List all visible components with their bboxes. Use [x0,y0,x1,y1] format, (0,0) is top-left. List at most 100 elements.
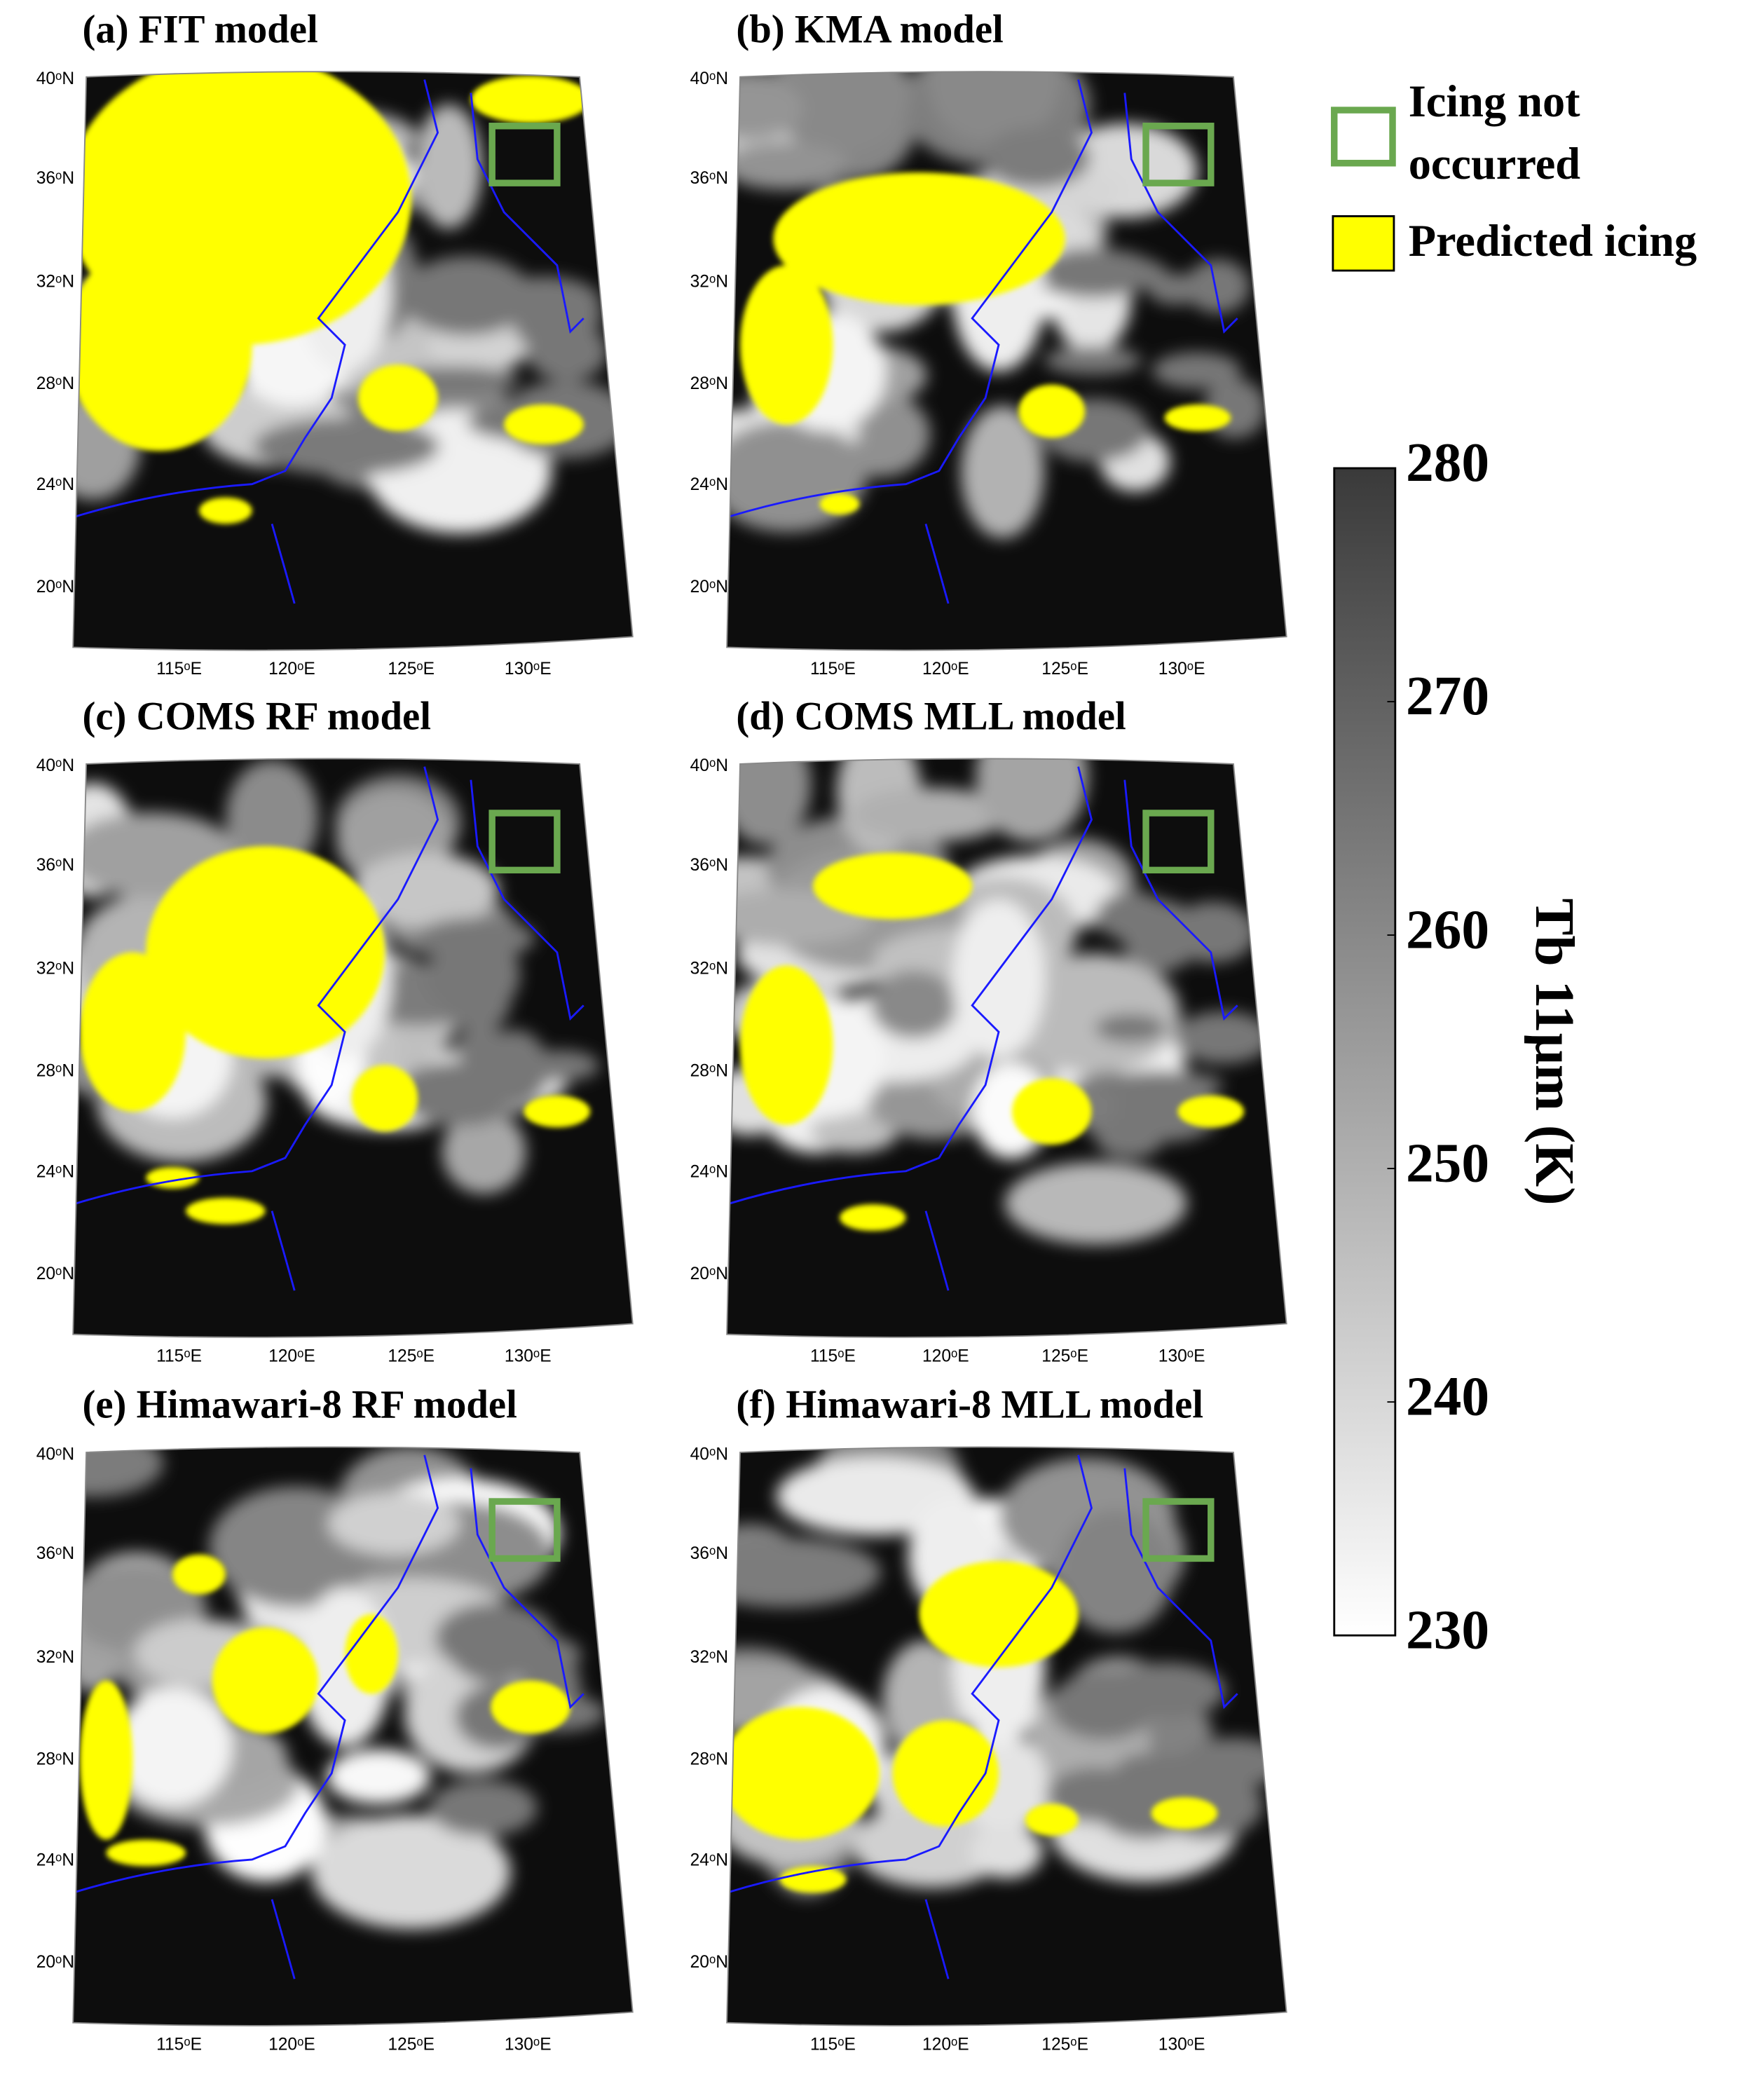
lat-label: 32ᵒN [36,960,74,979]
coastline [1123,93,1238,334]
cloud-layer [73,1447,606,1930]
lon-label: 120ᵒE [922,2035,969,2054]
cloud [415,104,482,229]
cloud [961,405,1044,538]
cloud [970,1825,1043,1879]
coastline [73,766,439,1206]
lat-label: 28ᵒN [690,374,728,393]
legend-swatch-box [1331,107,1396,167]
cloud [1152,352,1241,389]
predicted-icing [504,404,584,444]
cloud [852,1801,1011,1888]
icing-not-occurred-box [1142,1498,1215,1562]
icing-layer [727,1561,1218,1893]
predicted-icing [212,1627,319,1734]
map-frame [726,758,1287,1338]
lat-label: 20ᵒN [36,578,74,596]
cloud [1099,1070,1224,1099]
lat-label: 20ᵒN [690,1264,728,1283]
colorbar-tick-label: 240 [1406,1365,1489,1427]
lat-label: 24ᵒN [690,1850,728,1869]
lon-label: 130ᵒE [505,660,552,679]
cloud [1147,273,1205,305]
cloud [1180,1738,1287,1788]
lon-label: 115ᵒE [156,1347,202,1365]
cloud [850,787,1009,842]
coastline [73,1454,439,1894]
legend-label: Icing not [1409,76,1580,126]
predicted-icing [345,1614,398,1694]
coastline [924,1899,950,1979]
predicted-icing [79,952,186,1112]
map-content [73,71,633,604]
predicted-icing [727,1707,880,1840]
predicted-icing [172,1554,226,1595]
lon-label: 130ᵒE [1158,660,1205,679]
predicted-icing [819,493,860,515]
lat-label: 24ᵒN [690,475,728,494]
cloud [1081,257,1168,291]
predicted-icing [1151,1797,1218,1829]
map-frame [726,71,1287,651]
predicted-icing [358,364,438,431]
lat-label: 28ᵒN [36,374,74,393]
panel-title: (a) FIT model [82,7,317,51]
predicted-icing [813,852,973,920]
predicted-icing [491,1680,570,1734]
predicted-icing [1018,384,1086,438]
map-frame [72,758,634,1338]
colorbar-tick-label: 230 [1406,1599,1489,1661]
predicted-icing [524,1096,591,1128]
coastline [1123,1468,1238,1710]
colorbar: Tb 11μm (K) 230 240 250 260 270 280 [1333,432,1585,1661]
lat-label: 40ᵒN [36,756,74,775]
cloud [1107,1662,1226,1719]
coastline [271,1211,296,1291]
legend-label: occurred [1409,139,1581,189]
cloud [1006,953,1180,1074]
lat-label: 32ᵒN [690,273,728,292]
lat-label: 40ᵒN [690,69,728,88]
lat-label: 24ᵒN [690,1162,728,1181]
predicted-icing [1025,1804,1079,1836]
map-content [73,1447,606,1979]
lon-label: 115ᵒE [156,2035,202,2054]
cloud [112,1686,233,1807]
panel-title: (b) KMA model [736,7,1003,51]
predicted-icing [839,1204,906,1232]
lat-label: 32ᵒN [36,273,74,292]
icing-layer [73,71,591,524]
legend: Icing not occurred Predicted icing [1331,76,1697,272]
panel-title: (f) Himawari-8 MLL model [736,1383,1203,1427]
lon-label: 125ᵒE [1041,2035,1088,2054]
lat-label: 36ᵒN [690,856,728,875]
lon-label: 120ᵒE [922,1347,969,1365]
legend-swatch-yellow [1332,215,1395,272]
lon-label: 115ᵒE [810,660,856,679]
coastline [73,79,439,519]
cloud [352,852,499,929]
cloud [1004,1162,1187,1245]
cloud [429,1780,538,1836]
lon-label: 115ᵒE [156,660,202,679]
predicted-icing [73,238,252,451]
map-panel: (a) FIT model 40ᵒN 36ᵒN 32ᵒN 28ᵒN 24ᵒN 20ᵒN 115… [36,7,634,679]
predicted-icing [779,1866,847,1893]
map-panel: (d) COMS MLL model 40ᵒN 36ᵒN 32ᵒN 28ᵒN 24ᵒN 20… [690,695,1287,1365]
cloud [982,128,1090,188]
cloud [253,418,439,475]
colorbar-tick-label: 270 [1406,665,1489,727]
map-frame [726,1446,1287,2026]
cloud [870,970,957,1039]
coastline [924,524,950,604]
lon-label: 120ᵒE [268,2035,315,2054]
lat-label: 28ᵒN [36,1061,74,1080]
lat-label: 40ᵒN [690,1445,728,1464]
map-content [727,71,1266,604]
cloud [425,942,519,1013]
lon-label: 130ᵒE [1158,2035,1205,2054]
lon-label: 130ᵒE [1158,1347,1205,1365]
cloud [727,758,812,845]
lat-label: 20ᵒN [690,1953,728,1972]
